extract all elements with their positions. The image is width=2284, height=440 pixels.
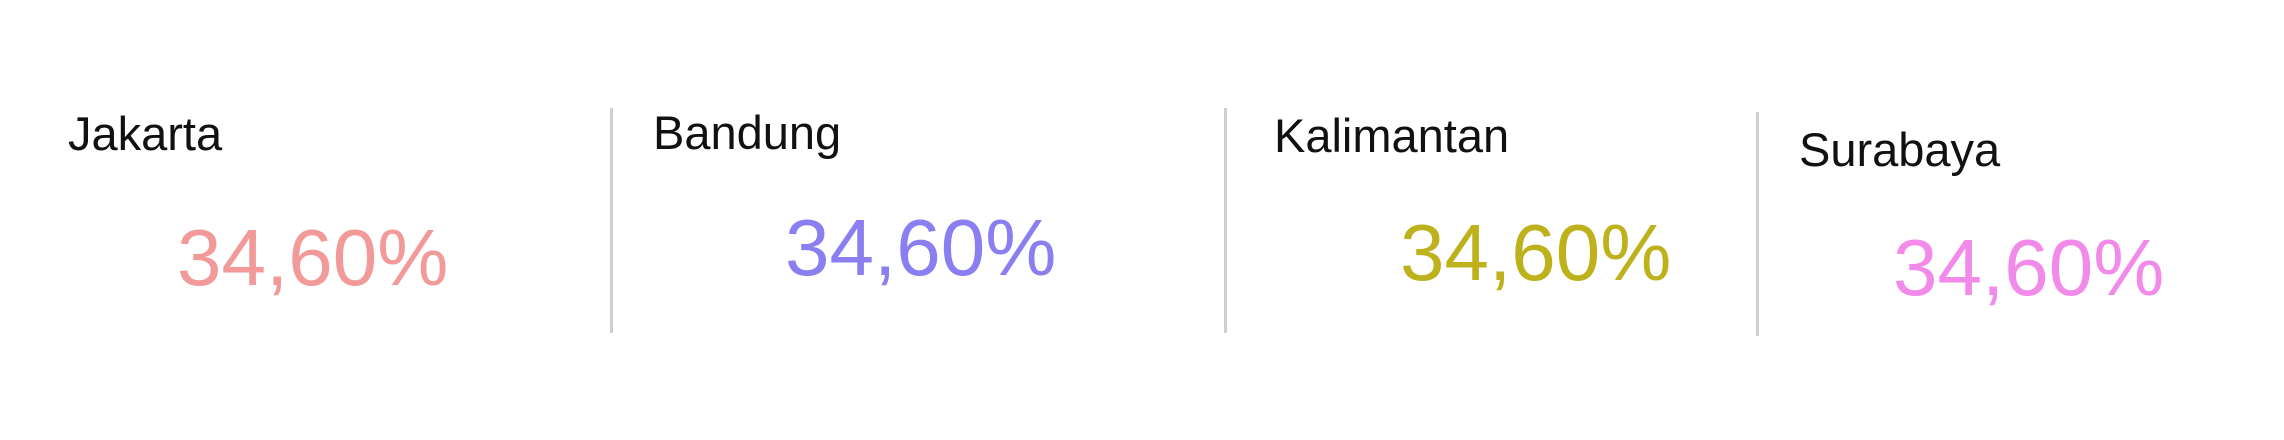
divider (1756, 112, 1759, 336)
city-label-surabaya: Surabaya (1799, 123, 2001, 176)
divider (1224, 108, 1227, 333)
percent-value-surabaya: 34,60% (1893, 223, 2165, 312)
city-label-kalimantan: Kalimantan (1274, 109, 1510, 162)
city-label-bandung: Bandung (653, 106, 842, 159)
percent-value-jakarta: 34,60% (177, 213, 449, 302)
divider (610, 108, 613, 333)
city-label-jakarta: Jakarta (68, 107, 223, 160)
percent-value-bandung: 34,60% (785, 203, 1057, 292)
percent-value-kalimantan: 34,60% (1400, 208, 1672, 297)
